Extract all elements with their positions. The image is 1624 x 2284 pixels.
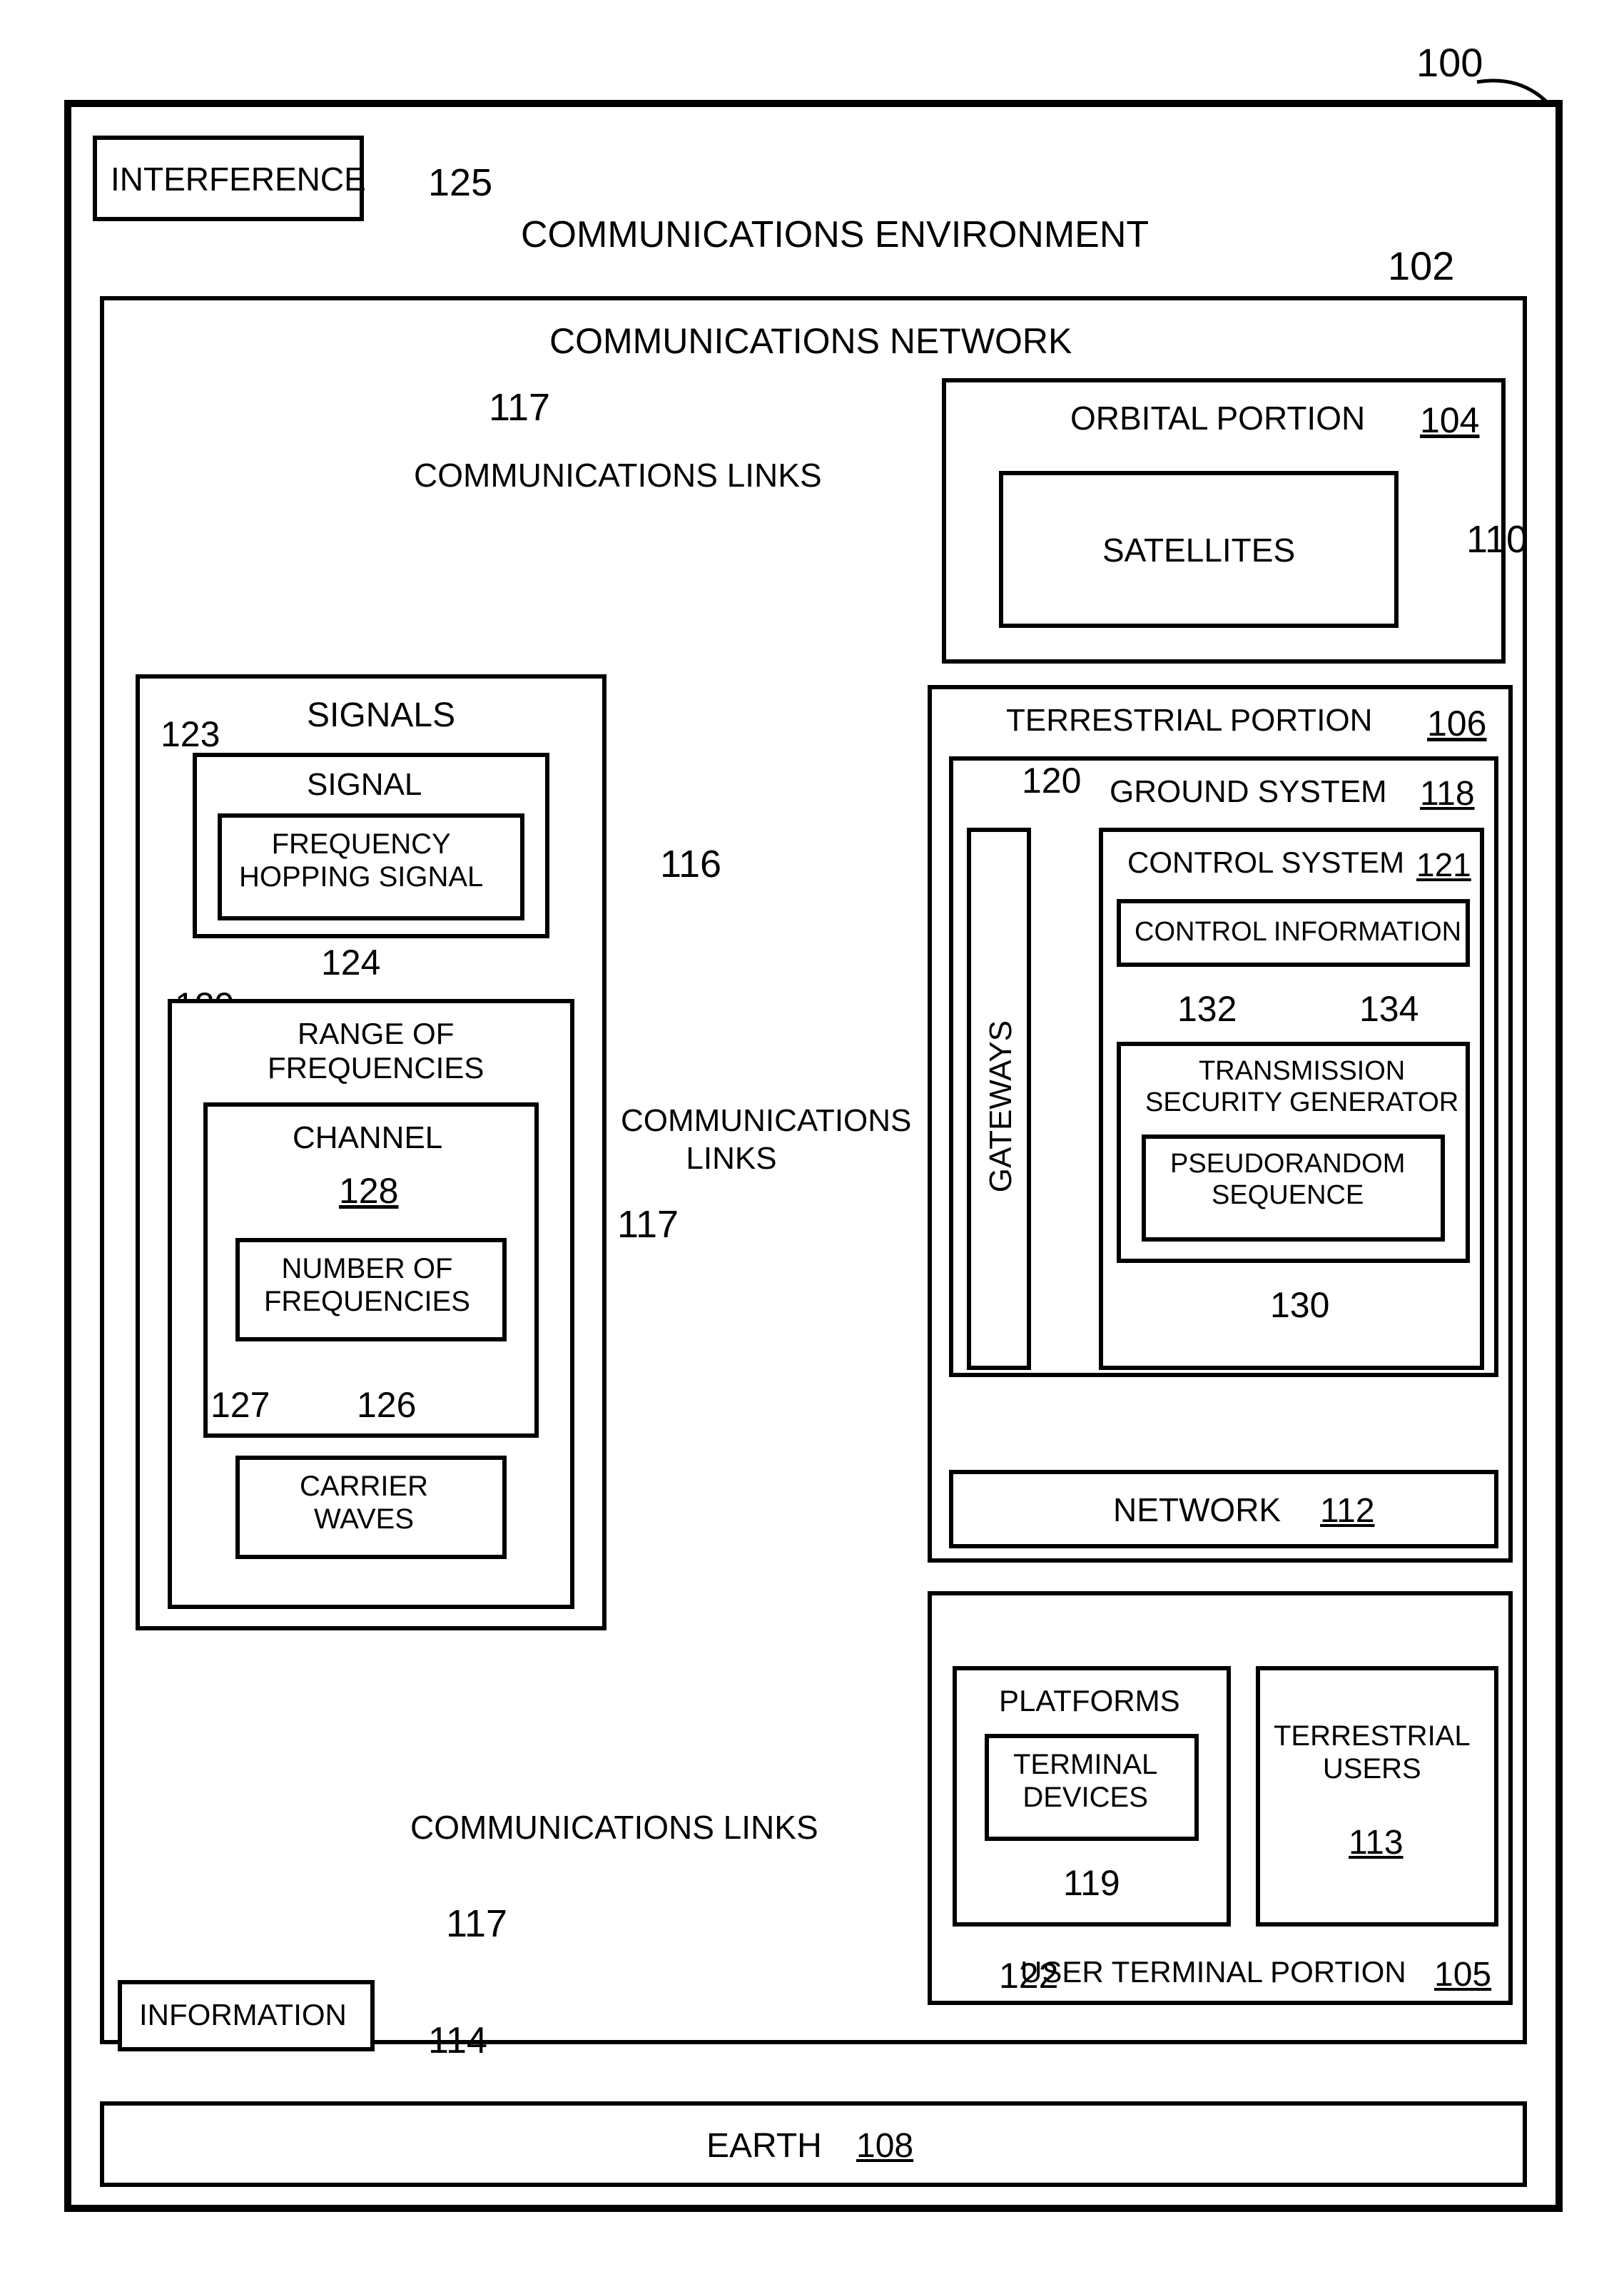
ref-110: 110 [1466,517,1528,562]
label-tsg: TRANSMISSION SECURITY GENERATOR [1145,1056,1458,1118]
ref-117-top: 117 [489,385,550,430]
ref-120: 120 [1022,760,1081,801]
label-satellites: SATELLITES [1102,532,1295,569]
ref-117-bot: 117 [446,1902,507,1946]
label-terr-users: TERRESTRIAL USERS [1274,1720,1471,1785]
label-signals: SIGNALS [307,696,455,735]
ref-106: 106 [1427,703,1486,744]
box-terr-users [1256,1666,1498,1927]
ref-121: 121 [1416,846,1471,884]
ref-124: 124 [321,942,380,983]
ref-105: 105 [1434,1955,1491,1994]
ref-128: 128 [339,1170,398,1212]
ref-122: 122 [999,1955,1058,1996]
ref-113: 113 [1349,1823,1404,1862]
ref-100: 100 [1416,39,1483,86]
label-pseq: PSEUDORANDOM SEQUENCE [1170,1149,1405,1211]
ref-130: 130 [1270,1284,1329,1326]
label-ground-sys: GROUND SYSTEM [1110,774,1387,811]
label-platforms: PLATFORMS [999,1684,1180,1718]
ref-114: 114 [428,2019,487,2062]
label-terr-portion: TERRESTRIAL PORTION [1006,703,1372,739]
label-comm-env: COMMUNICATIONS ENVIRONMENT [521,214,1149,257]
label-carrier: CARRIER WAVES [300,1470,428,1536]
label-comm-links-bot: COMMUNICATIONS LINKS [410,1809,818,1847]
ref-104: 104 [1420,400,1479,441]
label-fhs: FREQUENCY HOPPING SIGNAL [239,828,483,893]
label-comm-links-mid: COMMUNICATIONS LINKS [621,1102,842,1178]
ref-125: 125 [428,161,492,205]
ref-134: 134 [1359,988,1419,1030]
label-gateways: GATEWAYS [983,1020,1020,1192]
label-orbital: ORBITAL PORTION [1070,400,1365,437]
label-signal: SIGNAL [307,767,422,803]
label-numfreq: NUMBER OF FREQUENCIES [264,1252,470,1318]
ref-126: 126 [357,1384,416,1426]
label-ctrl-sys: CONTROL SYSTEM [1127,846,1404,880]
label-information: INFORMATION [139,1998,347,2032]
ref-127: 127 [210,1384,270,1426]
ref-102: 102 [1388,243,1454,289]
ref-112: 112 [1320,1491,1375,1531]
label-ctrl-info: CONTROL INFORMATION [1135,917,1461,948]
label-interference: INTERFERENCE [111,161,366,198]
ref-132: 132 [1177,988,1237,1030]
label-network: NETWORK [1113,1491,1281,1529]
ref-123: 123 [161,714,220,755]
label-term-dev: TERMINAL DEVICES [1013,1748,1157,1814]
ref-116: 116 [660,842,721,886]
label-earth: EARTH [706,2126,822,2166]
ref-117-mid: 117 [617,1202,679,1247]
label-comm-links-top: COMMUNICATIONS LINKS [414,457,822,494]
label-rof: RANGE OF FREQUENCIES [268,1017,484,1086]
ref-118: 118 [1420,774,1475,813]
label-channel: CHANNEL [293,1120,442,1157]
label-comm-network: COMMUNICATIONS NETWORK [549,321,1072,362]
ref-108: 108 [856,2126,913,2166]
ref-119: 119 [1063,1862,1120,1904]
label-user-term: USER TERMINAL PORTION [1020,1955,1406,1989]
